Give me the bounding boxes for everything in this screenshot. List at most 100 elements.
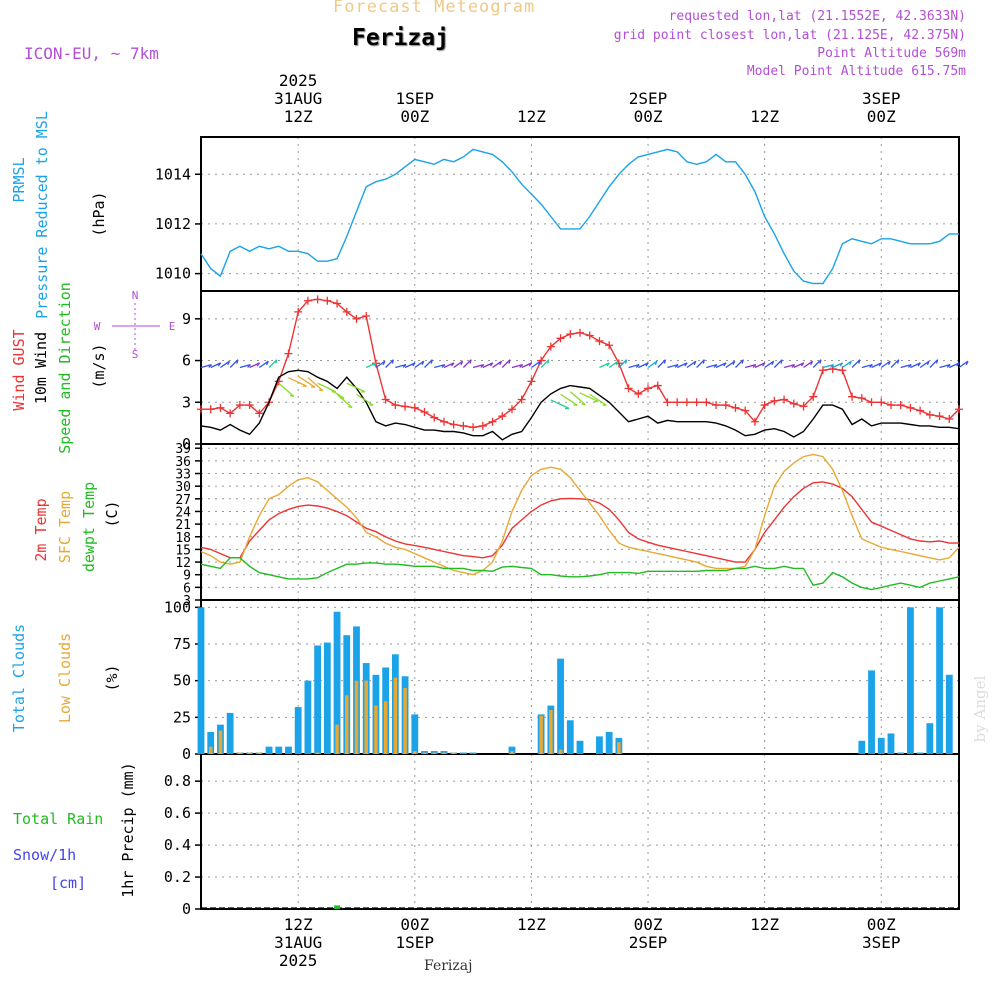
time-label-top: 12Z	[284, 107, 313, 126]
wind-arrow-head	[907, 364, 912, 368]
y-tick-label: 6	[182, 352, 191, 370]
total-cloud-bar	[576, 740, 584, 754]
low-cloud-bar	[335, 724, 339, 754]
series-10m-wind	[200, 369, 960, 441]
prmsl-label: PRMSL	[10, 157, 28, 202]
grid-point-coords: grid point closest lon,lat (21.125E, 42.…	[613, 28, 966, 43]
wind-arrow-head	[538, 360, 542, 366]
gust-marker	[342, 307, 351, 316]
sfctemp-label-text: SFC Temp	[56, 491, 74, 563]
gust-marker	[235, 401, 244, 410]
wind-arrow	[385, 359, 394, 368]
wind-arrow	[550, 399, 570, 409]
wind-arrow-head	[480, 364, 485, 368]
total-cloud-bar	[275, 746, 283, 754]
wind-arrow	[657, 359, 666, 368]
wind-arrow	[589, 393, 607, 406]
wind10-label: 10m Wind	[32, 332, 50, 404]
y-tick-label: 21	[175, 518, 191, 533]
wind-arrow	[803, 360, 813, 369]
precip-unit-text: 1hr Precip (mm)	[119, 762, 137, 897]
wind-arrow-head	[236, 359, 239, 364]
snow-unit-label: [cm]	[50, 874, 86, 892]
wind-arrow-head	[771, 360, 775, 366]
wind-arrow	[472, 364, 484, 369]
wind-arrow	[638, 362, 649, 369]
wind-arrow	[424, 359, 433, 368]
location-title: Ferizaj	[352, 25, 449, 51]
low-clouds-label: Low Clouds	[56, 633, 74, 723]
y-tick-label: 1012	[155, 215, 191, 233]
gust-marker	[935, 412, 944, 421]
wind-arrow	[725, 360, 736, 369]
total-cloud-bar	[926, 723, 934, 754]
gust-marker	[245, 401, 254, 410]
wind-arrow-head	[373, 362, 377, 367]
total-cloud-bar	[197, 607, 205, 754]
gust-marker	[886, 401, 895, 410]
low-cloud-bar	[393, 677, 398, 754]
wind-arrow	[356, 393, 374, 406]
wind-arrow	[764, 360, 775, 369]
compass-s: S	[132, 348, 139, 361]
wind-arrow	[531, 360, 541, 369]
total-cloud-bar	[916, 752, 924, 754]
temp2m-label: 2m Temp	[32, 498, 50, 561]
low-cloud-bar	[247, 752, 252, 754]
wind-arrow	[278, 382, 295, 397]
time-label-top: 00Z	[400, 107, 429, 126]
gust-marker	[857, 394, 866, 403]
wind-arrow	[462, 359, 472, 368]
gust-marker	[799, 402, 808, 411]
gust-marker	[848, 392, 857, 401]
gust-marker	[206, 405, 215, 414]
low-cloud-bar	[442, 752, 446, 754]
wind-arrow	[443, 362, 455, 369]
gust-marker	[537, 356, 546, 365]
wind-arrow-head	[247, 364, 251, 368]
gust-marker	[381, 395, 390, 404]
gust-marker	[867, 398, 876, 407]
time-label-bottom: 2025	[279, 951, 318, 970]
wind-arrow-head	[869, 364, 873, 368]
wind-arrow-head	[713, 364, 718, 368]
low-cloud-bar	[432, 752, 436, 754]
wind-arrow	[395, 364, 407, 369]
gust-marker	[469, 423, 478, 432]
gust-marker	[352, 314, 361, 323]
time-label-top: 00Z	[867, 107, 896, 126]
total-cloud-bar	[605, 732, 613, 754]
series-prmsl	[200, 148, 959, 285]
y-tick-label: 33	[175, 468, 191, 483]
wind-arrow-head	[917, 362, 921, 367]
gust-marker	[362, 312, 371, 321]
wind-arrow	[288, 377, 307, 387]
wind-arrow-head	[412, 362, 416, 367]
total-cloud-bar	[411, 714, 419, 754]
y-tick-label: 100	[164, 598, 191, 616]
wind-arrow	[842, 360, 852, 369]
wind-arrow	[297, 375, 316, 388]
wind-arrow-head	[849, 360, 852, 366]
gust-marker	[955, 405, 963, 414]
wind-arrow-head	[289, 394, 294, 397]
y-tick-label: 0	[182, 745, 191, 763]
total-cloud-bar	[469, 752, 477, 754]
low-clouds-label-text: Low Clouds	[56, 633, 74, 723]
gust-marker	[498, 412, 507, 421]
gust-marker	[517, 395, 526, 404]
wind-arrow-head	[256, 362, 261, 367]
wind-arrow-head	[858, 359, 861, 364]
gust-marker	[916, 406, 925, 415]
gust-marker	[478, 421, 487, 430]
wind-arrow	[861, 364, 873, 369]
wind-arrow-head	[348, 405, 353, 409]
gust-marker	[197, 405, 205, 414]
gust-marker	[430, 413, 439, 422]
total-cloud-bar	[207, 732, 215, 754]
low-cloud-bar	[374, 705, 378, 754]
gust-marker	[585, 331, 594, 340]
wind-arrow-head	[684, 362, 688, 367]
model-label: ICON-EU, ~ 7km	[24, 44, 159, 63]
